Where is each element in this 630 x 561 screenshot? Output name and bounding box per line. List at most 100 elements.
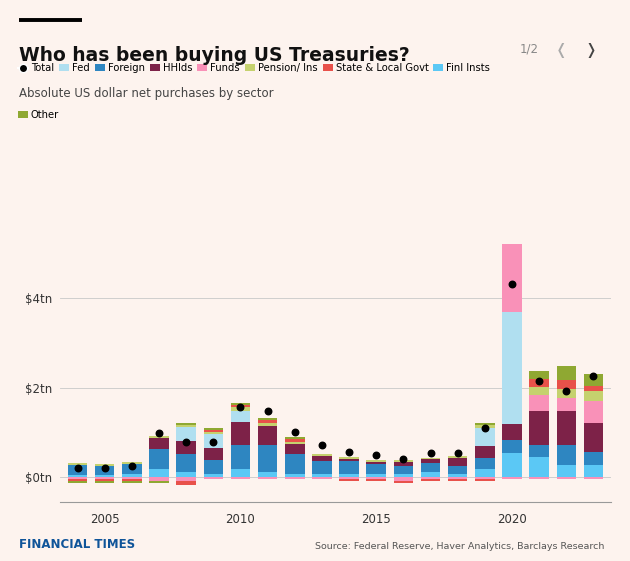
Bar [122, 479, 142, 481]
Bar [258, 420, 277, 422]
Bar [448, 466, 467, 474]
Bar [448, 479, 467, 481]
Bar [203, 477, 223, 479]
Bar [394, 462, 413, 466]
Bar [421, 459, 440, 463]
Bar [529, 411, 549, 445]
Bar [340, 479, 359, 481]
Bar [67, 479, 88, 481]
Bar [340, 457, 359, 459]
Bar [149, 449, 169, 470]
Bar [285, 474, 304, 477]
Bar [529, 379, 549, 387]
Bar [556, 411, 576, 445]
Bar [312, 456, 331, 461]
Bar [231, 403, 250, 405]
Point [236, 402, 246, 411]
Point [127, 462, 137, 471]
Bar [67, 465, 88, 475]
Bar [149, 438, 169, 449]
Bar [583, 391, 604, 401]
Bar [149, 436, 169, 438]
Bar [176, 477, 196, 481]
Bar [285, 444, 304, 454]
Bar [502, 453, 522, 477]
Bar [475, 479, 495, 481]
Bar [421, 472, 440, 477]
Bar [176, 427, 196, 440]
Bar [67, 481, 88, 483]
Bar [231, 422, 250, 445]
Bar [475, 427, 495, 445]
Bar [502, 425, 522, 440]
Bar [312, 474, 331, 477]
Bar [529, 387, 549, 396]
Bar [421, 463, 440, 472]
Bar [502, 440, 522, 453]
Bar [340, 474, 359, 477]
Bar [394, 466, 413, 474]
Bar [203, 448, 223, 461]
Text: FINANCIAL TIMES: FINANCIAL TIMES [19, 538, 135, 551]
Bar [583, 374, 604, 387]
Bar [448, 477, 467, 479]
Bar [502, 232, 522, 312]
Bar [176, 481, 196, 485]
Point [181, 438, 191, 447]
Bar [95, 479, 115, 481]
Text: ❬: ❬ [554, 43, 567, 58]
Bar [556, 465, 576, 477]
Bar [203, 430, 223, 432]
Bar [394, 477, 413, 481]
Bar [176, 425, 196, 427]
Bar [67, 463, 88, 465]
Bar [67, 477, 88, 479]
Bar [231, 477, 250, 479]
Point [534, 376, 544, 385]
Bar [556, 366, 576, 380]
Point [154, 428, 164, 437]
Bar [583, 387, 604, 391]
Point [507, 279, 517, 288]
Bar [122, 464, 142, 474]
Bar [312, 454, 331, 456]
Bar [448, 474, 467, 477]
Bar [475, 477, 495, 479]
Bar [258, 472, 277, 477]
Bar [529, 477, 549, 479]
Bar [502, 218, 522, 221]
Bar [556, 398, 576, 411]
Bar [122, 481, 142, 483]
Bar [285, 477, 304, 479]
Bar [583, 423, 604, 452]
Bar [529, 445, 549, 457]
Bar [95, 481, 115, 483]
Point [100, 464, 110, 473]
Bar [67, 475, 88, 477]
Bar [556, 477, 576, 479]
Bar [529, 457, 549, 477]
Point [588, 372, 598, 381]
Bar [394, 474, 413, 477]
Text: Source: Federal Reserve, Haver Analytics, Barclays Research: Source: Federal Reserve, Haver Analytics… [315, 542, 604, 551]
Bar [502, 477, 522, 479]
Point [398, 454, 408, 463]
Bar [231, 445, 250, 470]
Bar [149, 470, 169, 477]
Bar [258, 422, 277, 426]
Bar [285, 437, 304, 439]
Bar [203, 434, 223, 448]
Bar [285, 454, 304, 474]
Bar [502, 228, 522, 232]
Text: ❭: ❭ [585, 43, 597, 58]
Bar [149, 477, 169, 481]
Bar [122, 462, 142, 464]
Bar [529, 371, 549, 379]
Point [209, 437, 219, 446]
Bar [583, 401, 604, 423]
Bar [203, 427, 223, 430]
Bar [448, 458, 467, 466]
Bar [176, 440, 196, 454]
Bar [367, 474, 386, 477]
Bar [176, 472, 196, 477]
